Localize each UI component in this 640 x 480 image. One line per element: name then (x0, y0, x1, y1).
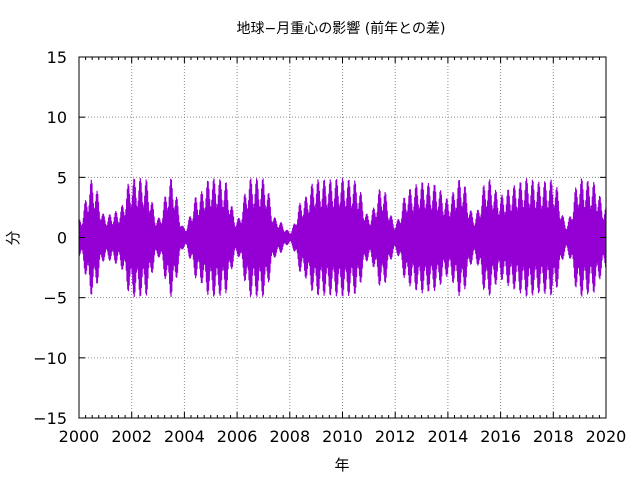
x-tick-label: 2008 (269, 427, 310, 446)
y-tick-label: 5 (57, 168, 67, 187)
y-axis-label: 分 (4, 230, 22, 245)
y-tick-label: −5 (43, 289, 67, 308)
y-tick-label: −15 (33, 409, 67, 428)
x-axis: 2000 2002 2004 2006 2008 2010 2012 2014 2016 2018… (59, 57, 627, 446)
x-tick-label: 2004 (164, 427, 205, 446)
x-tick-label: 2016 (480, 427, 521, 446)
x-tick-label: 2000 (59, 427, 100, 446)
y-tick-label: 15 (47, 48, 67, 67)
chart-title: 地球−月重心の影響 (前年との差) (237, 20, 446, 37)
y-tick-label: 0 (57, 229, 67, 248)
x-tick-label: 2002 (111, 427, 152, 446)
x-axis-label: 年 (334, 456, 349, 474)
x-tick-label: 2010 (322, 427, 363, 446)
y-tick-label: −10 (33, 349, 67, 368)
y-tick-label: 10 (47, 108, 67, 127)
x-tick-label: 2014 (428, 427, 469, 446)
y-axis: 15 10 5 0 −5 −10 −15 (33, 48, 606, 428)
x-tick-label: 2018 (533, 427, 574, 446)
x-tick-label: 2020 (586, 427, 627, 446)
plot-area (78, 177, 607, 298)
x-tick-label: 2012 (375, 427, 416, 446)
x-tick-label: 2006 (217, 427, 258, 446)
series-line (78, 177, 607, 298)
